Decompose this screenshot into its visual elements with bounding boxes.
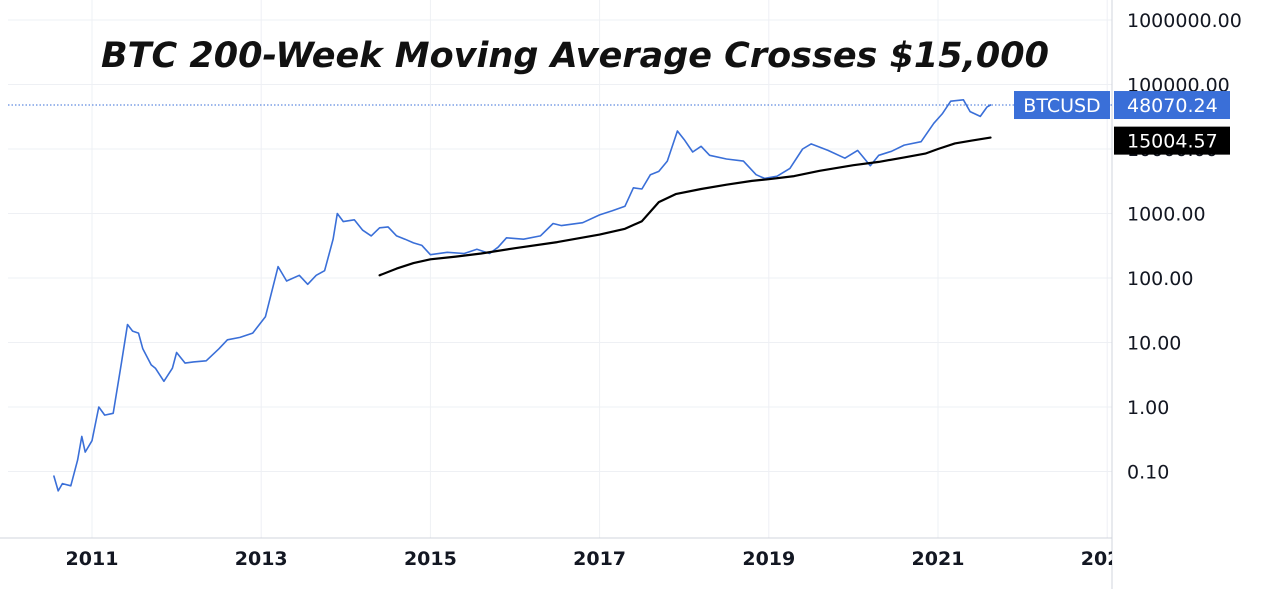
ma-value-label: 15004.57 [1127, 131, 1218, 153]
y-tick-label: 100.00 [1127, 268, 1193, 290]
y-tick-label: 100000.00 [1127, 75, 1230, 97]
y-tick-label: 10.00 [1127, 333, 1181, 355]
x-tick-label: 2011 [66, 548, 119, 570]
axes [0, 0, 1113, 589]
x-tick-label: 2021 [912, 548, 965, 570]
price-tags: BTCUSD 48070.24 15004.57 [1014, 91, 1230, 155]
ma-value-tag [1114, 126, 1230, 155]
y-tick-label: 1.00 [1127, 397, 1169, 419]
ma-200-week-line [378, 136, 992, 277]
y-tick-label: 1000000.00 [1127, 10, 1242, 32]
x-tick-label: 2013 [235, 548, 288, 570]
btcusd-value-label: 48070.24 [1127, 95, 1218, 117]
y-tick-label: 0.10 [1127, 462, 1169, 484]
y-axis-tick-labels: 0.101.0010.00100.001000.0010000.00100000… [1127, 10, 1242, 484]
btcusd-price-line [53, 99, 992, 492]
x-tick-label: 2015 [404, 548, 457, 570]
x-axis-tick-labels: 2011 2013 2015 2017 2019 2021 2023 [66, 548, 1134, 570]
btcusd-name-label: BTCUSD [1023, 95, 1100, 117]
y-tick-label: 1000.00 [1127, 204, 1206, 226]
chart-title: BTC 200-Week Moving Average Crosses $15,… [101, 36, 1049, 76]
x-tick-label: 2019 [742, 548, 795, 570]
btcusd-value-tag [1114, 91, 1230, 120]
btcusd-name-tag [1014, 91, 1110, 120]
x-tick-label: 2017 [573, 548, 626, 570]
gridlines [8, 0, 1112, 538]
x-tick-label: 2023 [1081, 548, 1134, 570]
series-lines [8, 99, 1112, 492]
